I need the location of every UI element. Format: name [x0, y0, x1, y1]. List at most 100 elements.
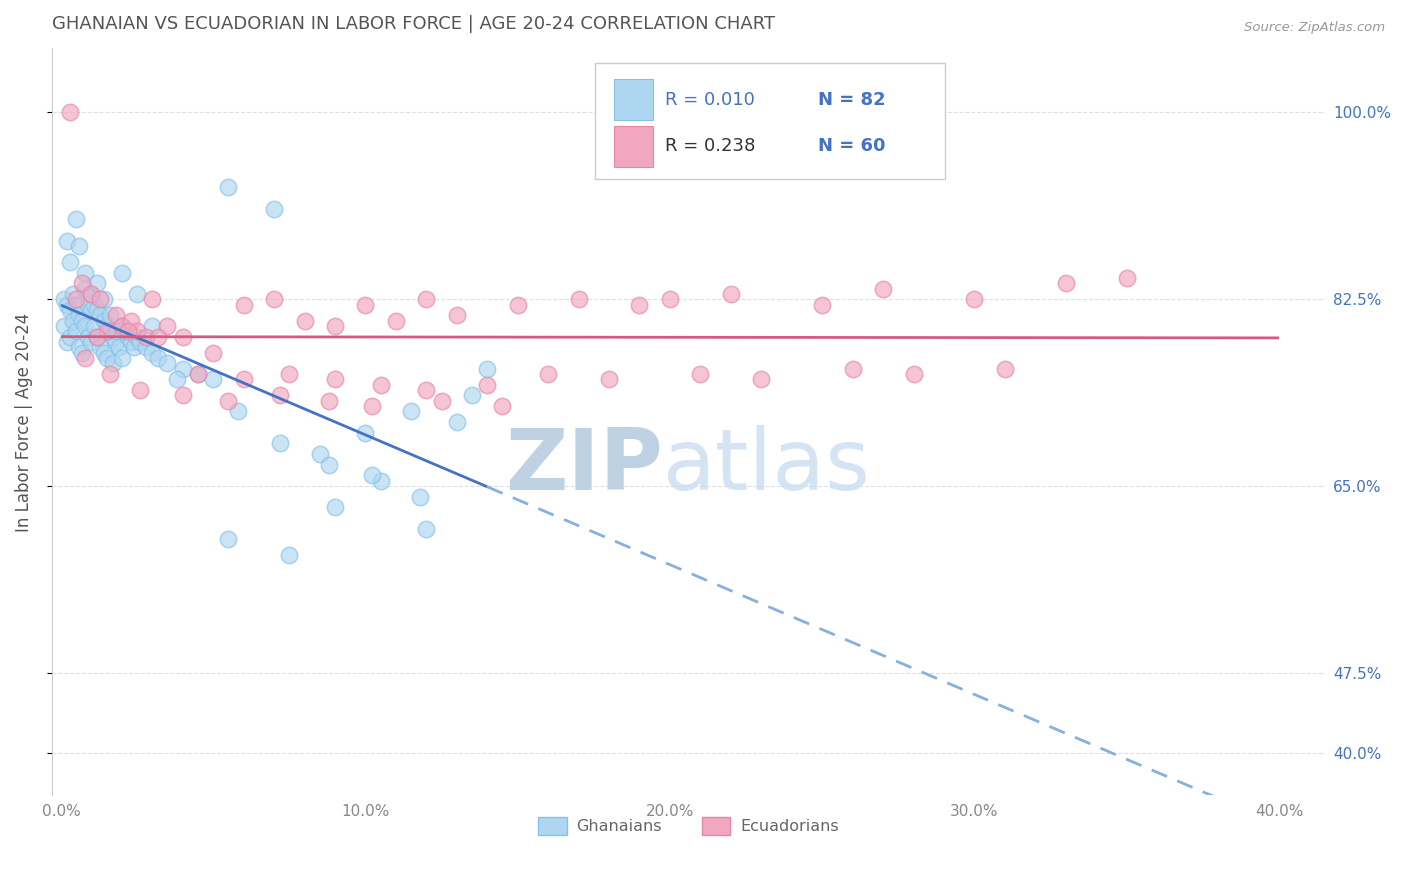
Point	[430, 393, 453, 408]
Point	[111, 266, 134, 280]
Text: R = 0.238: R = 0.238	[665, 137, 755, 155]
Point	[187, 367, 209, 381]
Point	[658, 292, 681, 306]
Point	[77, 297, 100, 311]
Point	[56, 297, 79, 311]
Point	[278, 549, 301, 563]
Y-axis label: In Labor Force | Age 20-24: In Labor Force | Age 20-24	[15, 312, 32, 532]
Point	[323, 500, 346, 515]
Point	[75, 281, 97, 295]
Point	[294, 313, 316, 327]
Point	[491, 399, 513, 413]
Point	[217, 533, 239, 547]
Point	[129, 383, 152, 397]
Point	[114, 324, 136, 338]
Text: ZIP: ZIP	[505, 425, 662, 508]
Bar	[614, 126, 652, 167]
Point	[125, 324, 148, 338]
Point	[129, 334, 152, 349]
Point	[354, 297, 377, 311]
Point	[370, 377, 392, 392]
Point	[903, 367, 925, 381]
Text: GHANAIAN VS ECUADORIAN IN LABOR FORCE | AGE 20-24 CORRELATION CHART: GHANAIAN VS ECUADORIAN IN LABOR FORCE | …	[52, 15, 775, 33]
Point	[217, 180, 239, 194]
Point	[415, 292, 437, 306]
Point	[120, 334, 142, 349]
Point	[1115, 271, 1137, 285]
Point	[52, 318, 75, 333]
Point	[232, 372, 254, 386]
Point	[263, 292, 285, 306]
Point	[104, 324, 127, 338]
Point	[135, 340, 157, 354]
Point	[125, 286, 148, 301]
Point	[308, 447, 330, 461]
Point	[446, 415, 468, 429]
Point	[323, 372, 346, 386]
Point	[89, 308, 111, 322]
Point	[122, 340, 145, 354]
Bar	[614, 79, 652, 120]
Point	[963, 292, 986, 306]
Point	[232, 297, 254, 311]
Point	[278, 367, 301, 381]
Point	[104, 308, 127, 322]
Point	[101, 329, 124, 343]
Point	[269, 388, 291, 402]
Point	[107, 340, 129, 354]
Point	[461, 388, 484, 402]
Point	[52, 292, 75, 306]
Point	[841, 361, 863, 376]
Point	[370, 474, 392, 488]
Legend: Ghanaians, Ecuadorians: Ghanaians, Ecuadorians	[531, 811, 845, 841]
Point	[263, 202, 285, 216]
Point	[202, 345, 225, 359]
Point	[70, 345, 93, 359]
Point	[70, 276, 93, 290]
Point	[399, 404, 422, 418]
Point	[80, 334, 103, 349]
Point	[477, 377, 499, 392]
Point	[111, 318, 134, 333]
Point	[1054, 276, 1077, 290]
Point	[59, 255, 82, 269]
Point	[93, 345, 115, 359]
Point	[111, 351, 134, 365]
Point	[93, 313, 115, 327]
Point	[506, 297, 529, 311]
Point	[120, 313, 142, 327]
Point	[166, 372, 188, 386]
Point	[96, 324, 118, 338]
Point	[172, 329, 194, 343]
Point	[156, 318, 179, 333]
Point	[598, 372, 620, 386]
Point	[477, 361, 499, 376]
Point	[125, 329, 148, 343]
Point	[86, 276, 108, 290]
Point	[385, 313, 408, 327]
Point	[67, 340, 90, 354]
Point	[62, 286, 84, 301]
Point	[83, 297, 105, 311]
Point	[93, 292, 115, 306]
Point	[141, 345, 163, 359]
Point	[56, 234, 79, 248]
Point	[104, 334, 127, 349]
Point	[749, 372, 772, 386]
Point	[720, 286, 742, 301]
Point	[65, 324, 87, 338]
Point	[148, 351, 170, 365]
Point	[537, 367, 560, 381]
Point	[202, 372, 225, 386]
Point	[172, 388, 194, 402]
Point	[354, 425, 377, 440]
Point	[86, 329, 108, 343]
Point	[75, 351, 97, 365]
Point	[67, 308, 90, 322]
Point	[70, 313, 93, 327]
Text: N = 82: N = 82	[818, 91, 886, 109]
Point	[80, 302, 103, 317]
Point	[86, 302, 108, 317]
Point	[187, 367, 209, 381]
Point	[409, 490, 432, 504]
